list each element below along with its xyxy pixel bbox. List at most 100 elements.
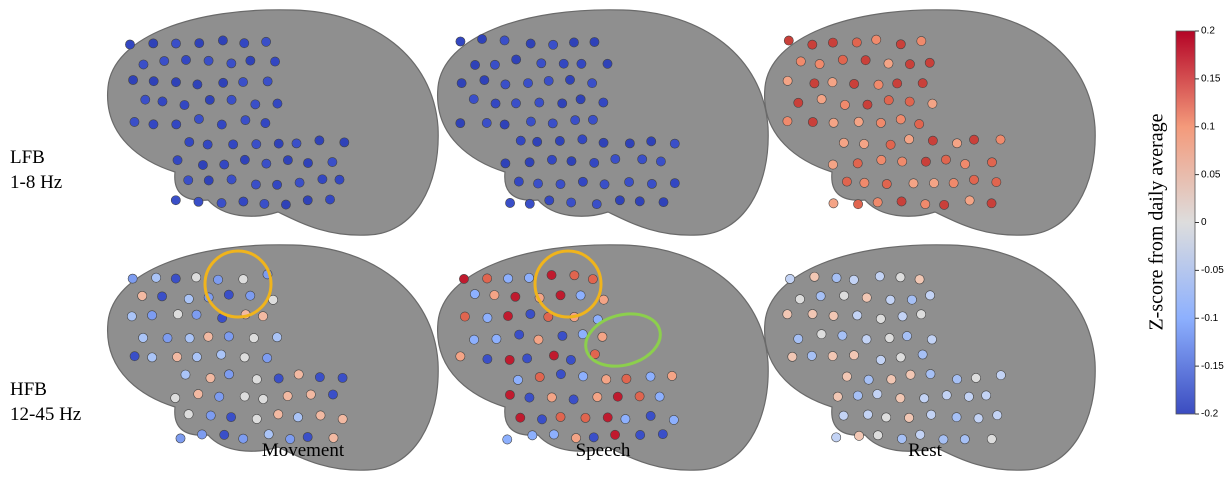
electrode xyxy=(565,74,575,85)
electrode xyxy=(577,134,588,145)
electrode xyxy=(239,352,250,363)
electrode xyxy=(272,98,283,109)
electrode xyxy=(832,391,843,402)
electrode xyxy=(469,289,480,299)
electrode xyxy=(547,118,558,129)
electrode xyxy=(192,79,203,90)
electrode xyxy=(566,156,577,167)
electrode xyxy=(951,412,962,423)
electrode xyxy=(925,369,936,379)
tick-label: 0.05 xyxy=(1201,169,1221,180)
electrode xyxy=(549,429,559,440)
electrode xyxy=(489,290,500,300)
electrode xyxy=(251,414,262,424)
electrode xyxy=(851,37,862,48)
electrode xyxy=(575,94,586,105)
electrode xyxy=(337,414,348,424)
electrode xyxy=(159,56,170,66)
electrode xyxy=(647,178,657,189)
electrode xyxy=(904,96,915,107)
electrode xyxy=(502,434,513,445)
electrode xyxy=(203,331,214,342)
electrode xyxy=(816,329,827,340)
electrode xyxy=(510,291,521,302)
electrode xyxy=(612,391,623,402)
electrode xyxy=(992,410,1003,421)
electrode xyxy=(251,139,262,150)
electrode xyxy=(816,94,827,105)
electrode xyxy=(499,35,510,46)
electrode xyxy=(668,415,679,425)
electrode xyxy=(238,77,248,87)
electrode xyxy=(920,199,931,210)
electrode xyxy=(537,414,547,425)
electrode xyxy=(885,294,896,305)
electrode xyxy=(905,59,915,70)
electrode xyxy=(854,430,864,441)
electrode xyxy=(226,58,237,69)
electrode xyxy=(548,39,559,50)
electrode xyxy=(293,412,303,423)
electrode xyxy=(469,334,479,345)
electrode xyxy=(610,154,621,164)
electrode xyxy=(601,374,612,385)
electrode xyxy=(624,138,635,149)
electrode xyxy=(258,311,268,322)
electrode xyxy=(926,409,937,420)
electrode xyxy=(245,290,256,301)
electrode xyxy=(226,174,237,185)
electrode xyxy=(916,309,927,320)
electrode xyxy=(929,178,939,188)
electrode xyxy=(140,94,151,105)
electrode xyxy=(128,75,138,85)
electrode xyxy=(904,134,914,145)
electrode xyxy=(339,137,350,148)
electrode xyxy=(460,311,470,322)
electrode xyxy=(859,139,869,149)
electrode xyxy=(837,330,848,341)
electrode xyxy=(620,414,631,424)
electrode xyxy=(795,56,806,67)
electrode xyxy=(557,330,568,341)
electrode xyxy=(273,138,284,149)
electrode xyxy=(262,76,273,87)
electrode xyxy=(795,294,805,305)
electrode xyxy=(127,273,138,284)
electrode xyxy=(291,138,302,149)
electrode xyxy=(839,290,849,301)
electrode xyxy=(314,372,325,383)
electrode xyxy=(588,114,598,125)
electrode xyxy=(148,76,159,87)
electrode xyxy=(511,98,521,109)
electrode xyxy=(624,177,634,187)
electrode xyxy=(534,372,545,382)
electrode xyxy=(515,135,526,146)
electrode xyxy=(261,36,272,47)
electrode xyxy=(325,194,335,205)
electrode xyxy=(815,291,826,302)
electrode xyxy=(827,351,838,361)
electrode xyxy=(602,58,613,69)
electrode xyxy=(828,198,839,209)
row-label: HFB xyxy=(10,379,47,400)
electrode xyxy=(281,199,291,210)
electrode xyxy=(645,411,656,421)
electrode xyxy=(524,157,535,168)
electrode xyxy=(917,349,928,360)
column-label: Movement xyxy=(262,440,345,461)
electrode xyxy=(250,99,261,110)
electrode xyxy=(952,138,962,149)
electrode xyxy=(546,392,557,403)
electrode xyxy=(807,309,818,319)
electrode xyxy=(948,178,959,188)
electrode xyxy=(569,37,579,48)
electrode xyxy=(328,432,339,443)
electrode xyxy=(554,136,565,146)
brain-panels xyxy=(106,9,1096,471)
electrode xyxy=(849,78,860,89)
electrode xyxy=(793,97,804,108)
electrode xyxy=(251,179,261,190)
electrode xyxy=(334,174,345,185)
electrode xyxy=(831,272,842,283)
brain xyxy=(106,9,439,236)
